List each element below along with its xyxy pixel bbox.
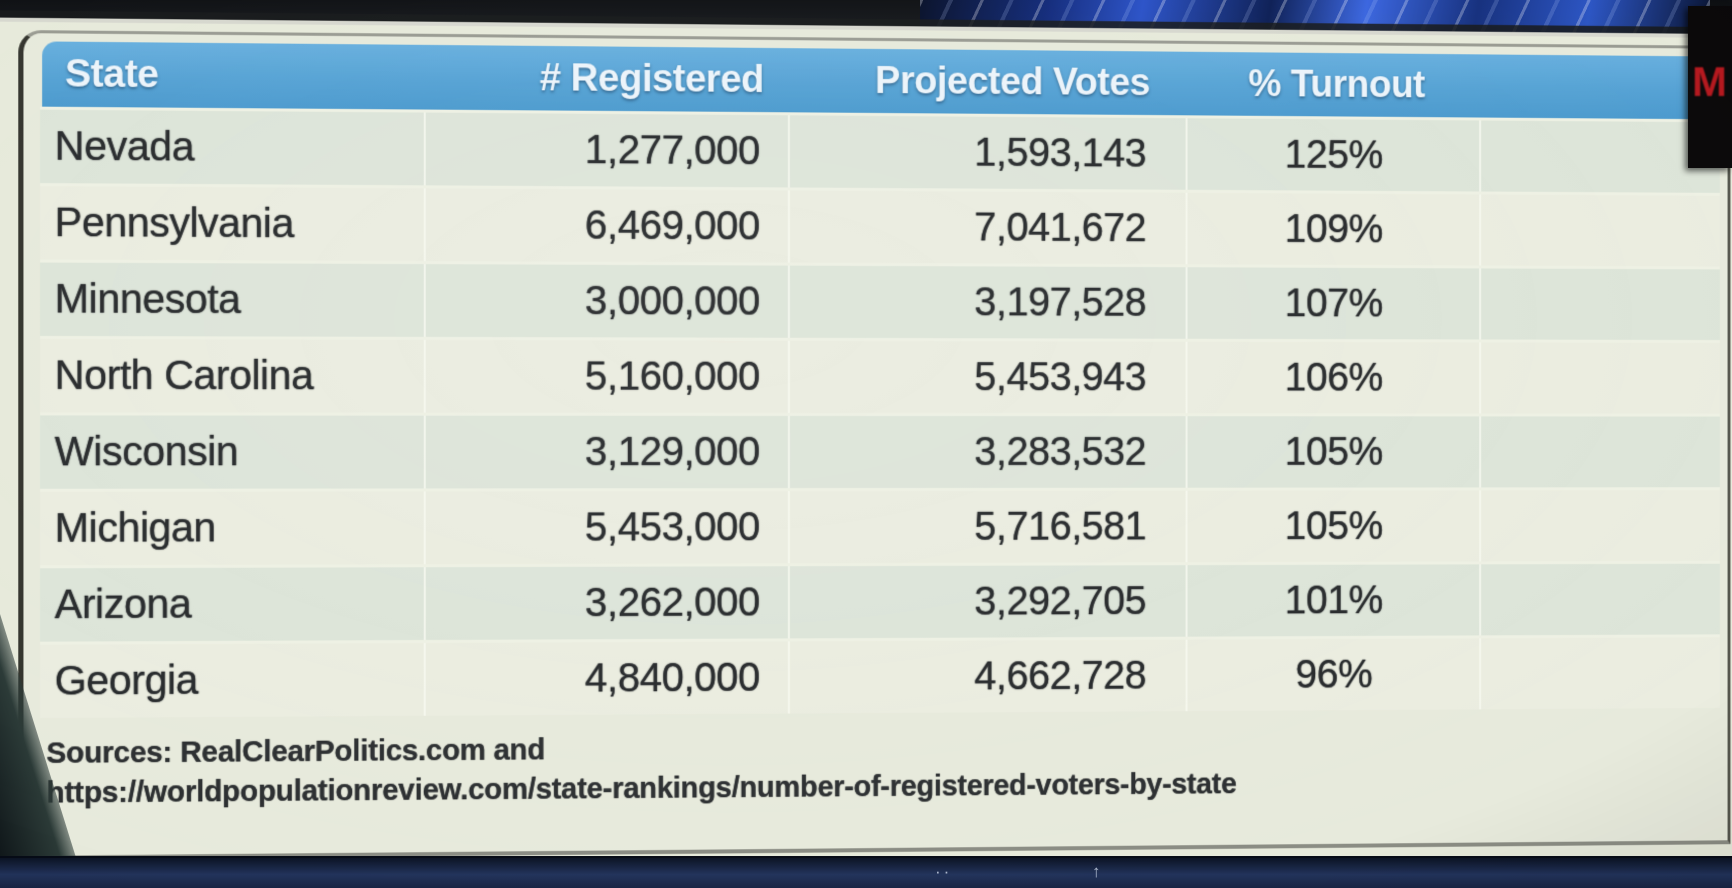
header-turnout: % Turnout	[1190, 52, 1484, 118]
table-row: Wisconsin 3,129,000 3,283,532 105%	[40, 412, 1720, 488]
registered-cell: 3,000,000	[426, 264, 790, 338]
table-row: Pennsylvania 6,469,000 7,041,672 109%	[40, 183, 1720, 266]
projected-cell: 3,197,528	[790, 266, 1188, 339]
header-registered: # Registered	[428, 45, 792, 112]
state-cell: Minnesota	[40, 263, 426, 337]
projected-cell: 1,593,143	[790, 115, 1188, 189]
turnout-cell: 107%	[1188, 267, 1482, 339]
taskbar: ·· ↑	[0, 856, 1732, 888]
table-row: North Carolina 5,160,000 5,453,943 106%	[40, 336, 1720, 414]
channel-bug-box: M	[1688, 6, 1732, 168]
projected-cell: 5,453,943	[790, 341, 1188, 413]
table-frame: State # Registered Projected Votes % Tur…	[18, 30, 1730, 860]
header-projected-votes: Projected Votes	[792, 48, 1190, 115]
table-header-row: State # Registered Projected Votes % Tur…	[42, 41, 1720, 119]
turnout-cell: 109%	[1188, 193, 1482, 266]
projected-cell: 3,283,532	[790, 416, 1188, 488]
turnout-cell: 106%	[1188, 342, 1482, 414]
channel-logo-letter: M	[1692, 58, 1727, 106]
photo-of-screen: State # Registered Projected Votes % Tur…	[0, 0, 1732, 888]
turnout-cell: 96%	[1188, 638, 1482, 711]
sources-note: Sources: RealClearPolitics.com and https…	[40, 708, 1720, 814]
turnout-cell: 125%	[1188, 118, 1482, 191]
voter-turnout-slide: State # Registered Projected Votes % Tur…	[0, 17, 1732, 874]
projected-cell: 5,716,581	[790, 491, 1188, 564]
registered-cell: 6,469,000	[426, 188, 790, 262]
state-cell: Wisconsin	[40, 415, 426, 488]
projected-cell: 3,292,705	[790, 565, 1188, 638]
state-cell: North Carolina	[40, 339, 426, 413]
turnout-cell: 101%	[1188, 564, 1482, 636]
state-cell: Nevada	[40, 110, 426, 186]
registered-cell: 3,262,000	[426, 566, 790, 640]
projected-cell: 7,041,672	[790, 190, 1188, 264]
projected-cell: 4,662,728	[790, 640, 1188, 714]
table-row: Minnesota 3,000,000 3,197,528 107%	[40, 260, 1720, 341]
state-cell: Michigan	[40, 491, 426, 565]
state-cell: Arizona	[40, 567, 426, 641]
registered-cell: 4,840,000	[426, 641, 790, 715]
table-row: Nevada 1,277,000 1,593,143 125%	[40, 107, 1720, 193]
turnout-cell: 105%	[1188, 490, 1482, 562]
table-row: Georgia 4,840,000 4,662,728 96%	[40, 634, 1720, 718]
registered-cell: 5,453,000	[426, 491, 790, 564]
show-hidden-icons-arrow-icon[interactable]: ↑	[1092, 862, 1101, 882]
table-row: Michigan 5,453,000 5,716,581 105%	[40, 487, 1720, 565]
table-row: Arizona 3,262,000 3,292,705 101%	[40, 561, 1720, 642]
registered-cell: 5,160,000	[426, 340, 790, 413]
state-cell: Pennsylvania	[40, 186, 426, 261]
turnout-cell: 105%	[1188, 416, 1482, 488]
state-cell: Georgia	[40, 643, 426, 718]
registered-cell: 3,129,000	[426, 416, 790, 489]
header-state: State	[42, 41, 428, 109]
taskbar-app-icon[interactable]: ··	[935, 862, 952, 882]
registered-cell: 1,277,000	[426, 113, 790, 188]
